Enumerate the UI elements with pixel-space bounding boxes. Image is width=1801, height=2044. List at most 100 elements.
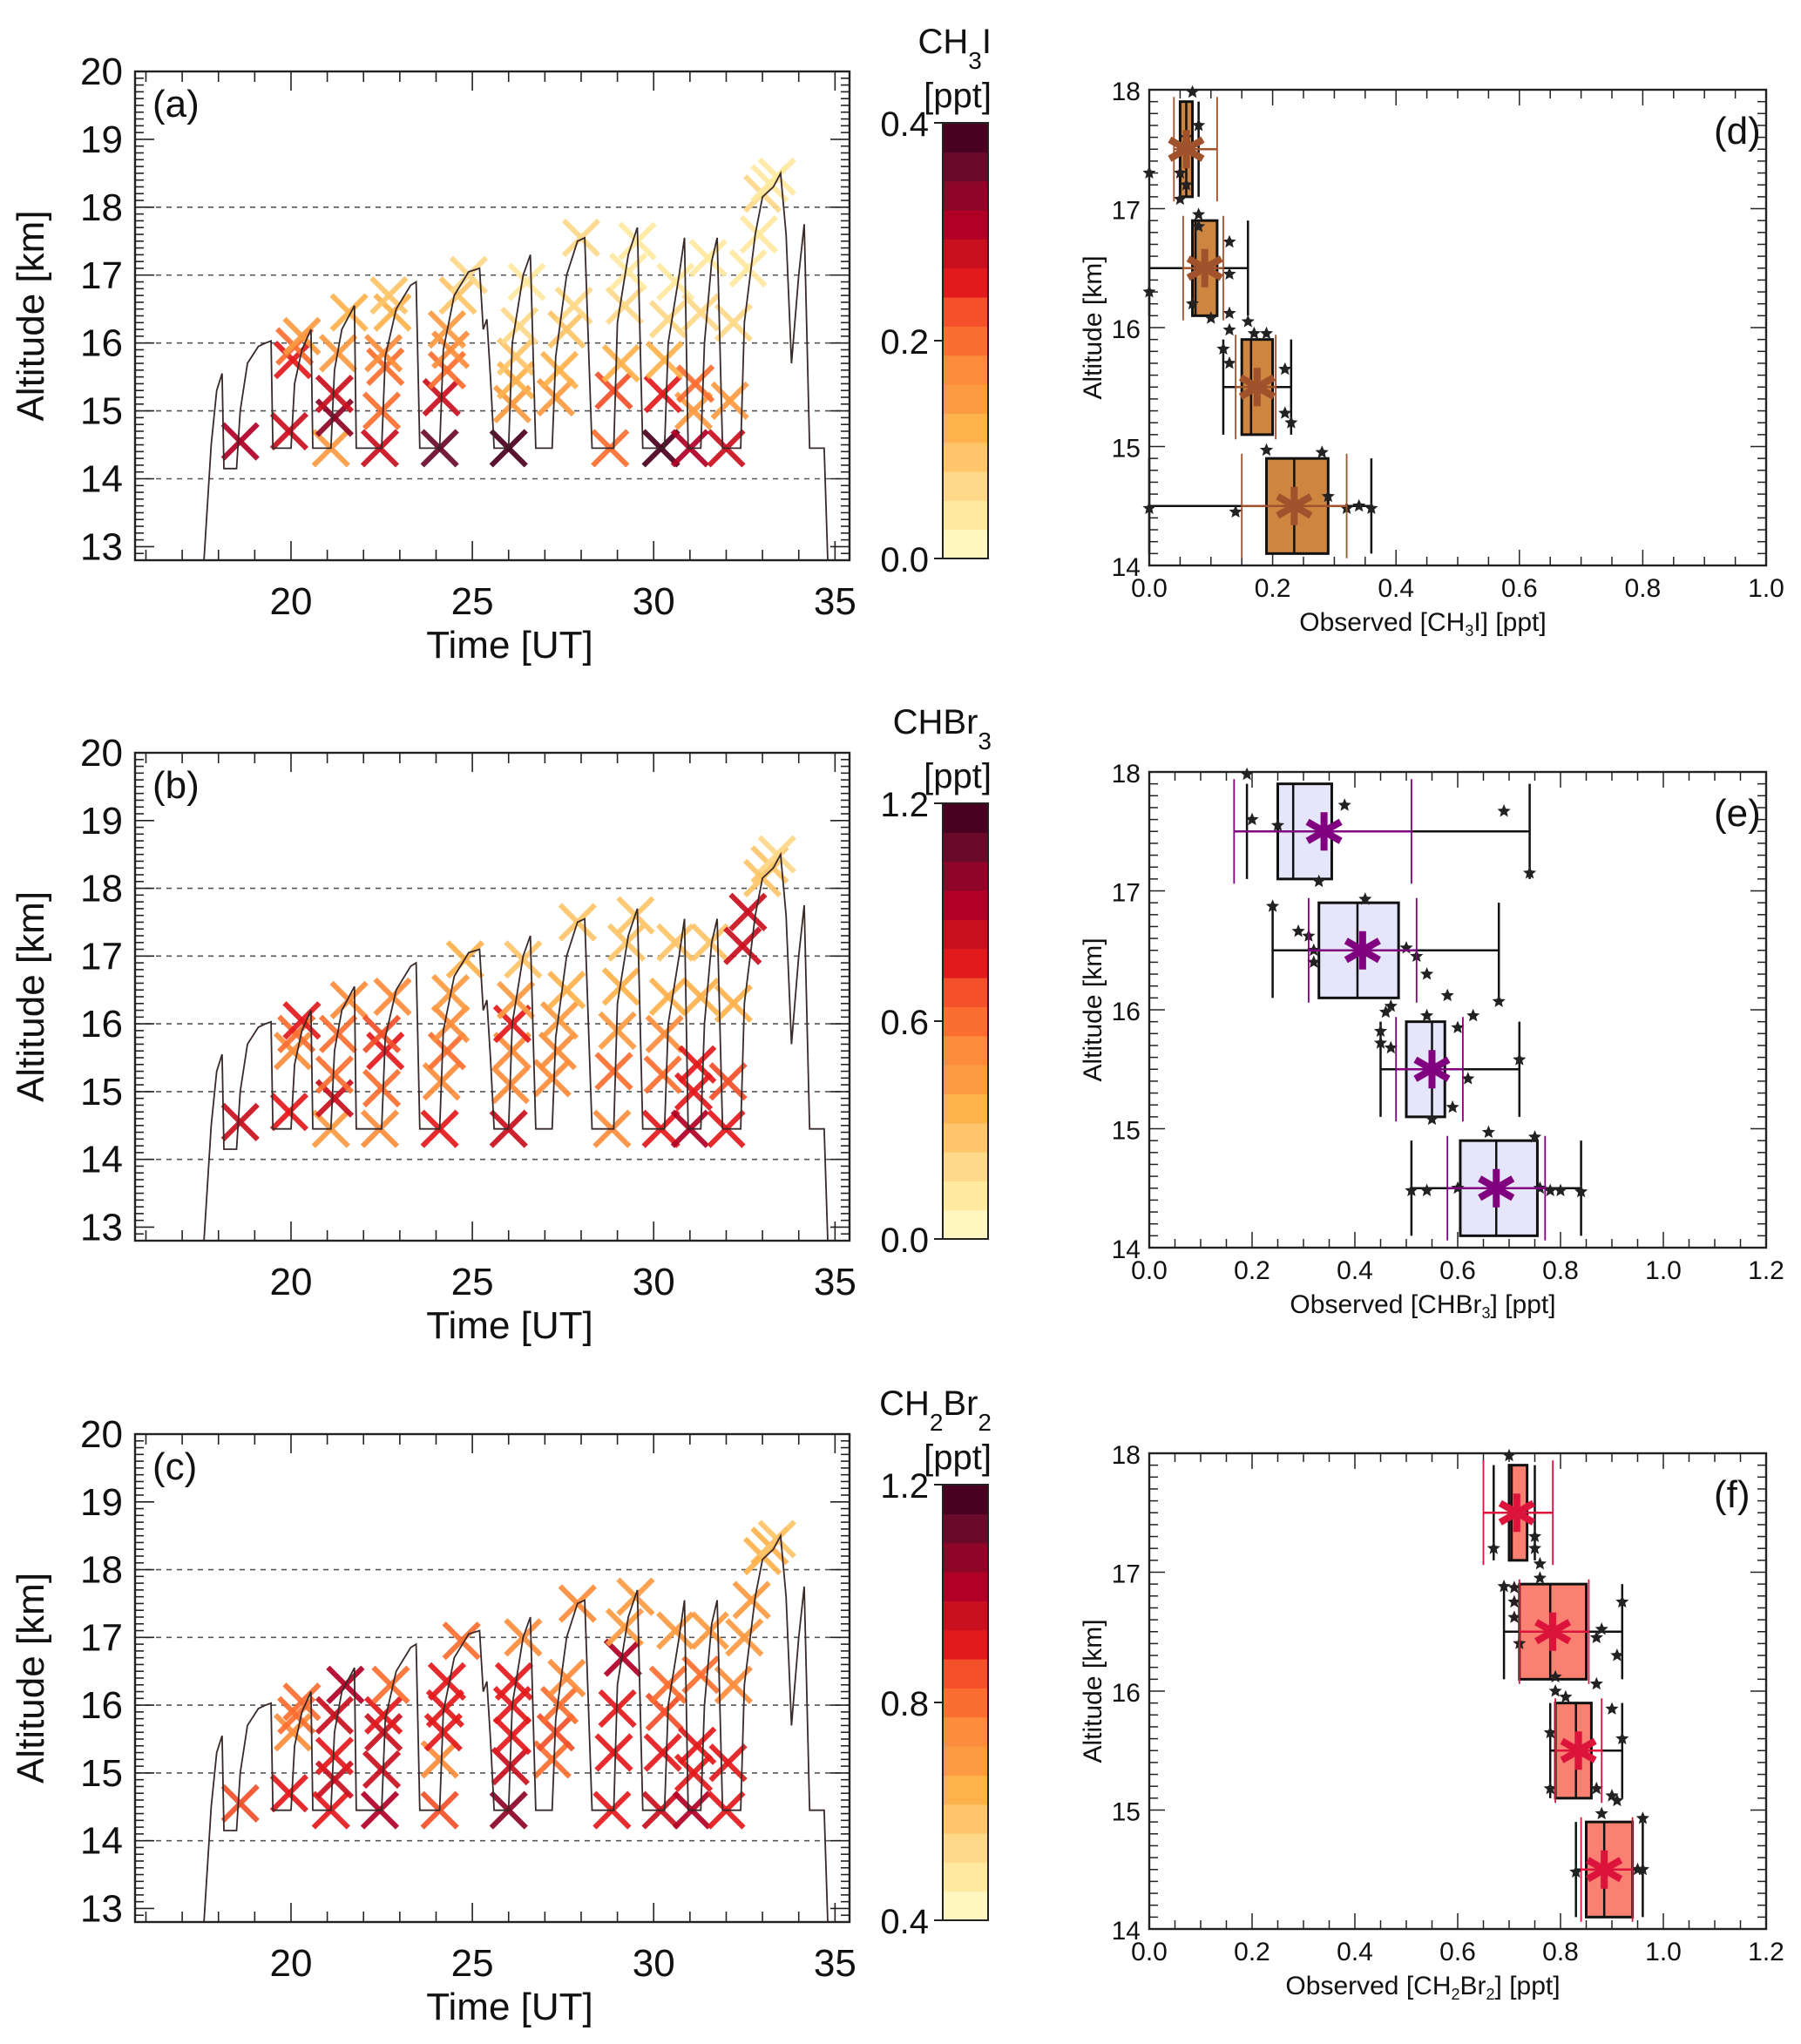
data-marker-x bbox=[282, 1001, 322, 1040]
x-tick-label: 30 bbox=[633, 580, 675, 623]
data-point-star bbox=[1186, 296, 1200, 310]
y-tick-label: 18 bbox=[1112, 760, 1141, 788]
panel-label: (b) bbox=[152, 764, 200, 807]
marker-stroke bbox=[554, 286, 593, 325]
data-point-star bbox=[1533, 1556, 1547, 1570]
data-marker-x bbox=[362, 1068, 402, 1108]
colorbar-tick-label: 0.0 bbox=[880, 1222, 929, 1260]
marker-stroke bbox=[648, 977, 687, 1017]
marker-stroke bbox=[269, 411, 309, 451]
data-point-star bbox=[1610, 1648, 1624, 1662]
data-point-star bbox=[1497, 804, 1511, 817]
data-point-star bbox=[1533, 1571, 1547, 1584]
colorbar-segment bbox=[943, 1181, 988, 1196]
y-axis-title: Altitude [km] bbox=[10, 210, 52, 421]
data-point-star bbox=[1461, 1072, 1475, 1085]
data-marker-x bbox=[688, 239, 728, 278]
data-point-star bbox=[1466, 1008, 1480, 1022]
x-tick-label: 0.2 bbox=[1234, 1256, 1270, 1285]
marker-stroke bbox=[373, 977, 412, 1017]
data-point-star bbox=[1497, 1579, 1511, 1593]
x-axis-title: Time [UT] bbox=[426, 1986, 592, 2028]
x-axis-title: Observed [CH2Br2] [ppt] bbox=[1285, 1972, 1560, 2003]
marker-stroke bbox=[362, 391, 402, 430]
data-point-star bbox=[1523, 866, 1537, 879]
x-tick-label: 1.2 bbox=[1748, 1256, 1784, 1285]
x-axis-title: Observed [CH3I] [ppt] bbox=[1299, 608, 1546, 640]
marker-stroke bbox=[603, 1638, 642, 1677]
marker-stroke bbox=[449, 255, 489, 294]
data-point-star bbox=[1222, 356, 1236, 369]
colorbar-segment bbox=[943, 282, 988, 298]
data-point-star bbox=[1352, 498, 1366, 512]
marker-stroke bbox=[725, 1618, 764, 1657]
mean-asterisk-arm bbox=[1276, 493, 1313, 519]
data-marker-x bbox=[364, 1713, 403, 1752]
x-tick-label: 0.2 bbox=[1234, 1938, 1270, 1966]
colorbar-segment bbox=[943, 210, 988, 226]
y-tick-label: 16 bbox=[80, 1003, 123, 1046]
marker-stroke bbox=[220, 1783, 260, 1824]
colorbar-segment bbox=[943, 1224, 988, 1240]
colorbar-segment bbox=[943, 1702, 988, 1718]
data-marker-x bbox=[605, 286, 645, 325]
y-tick-label: 18 bbox=[1112, 78, 1141, 106]
y-tick-label: 14 bbox=[80, 458, 123, 501]
y-tick-label: 13 bbox=[80, 1887, 123, 1930]
x-tick-label: 0.8 bbox=[1625, 574, 1662, 603]
marker-stroke bbox=[532, 1740, 572, 1779]
data-marker-x bbox=[492, 1716, 532, 1756]
marker-stroke bbox=[492, 1716, 532, 1756]
colorbar-segment bbox=[943, 326, 988, 342]
colorbar-segment bbox=[943, 500, 988, 516]
panel-label: (a) bbox=[152, 83, 200, 125]
plot-frame bbox=[133, 70, 851, 562]
colorbar-segment bbox=[943, 1629, 988, 1645]
marker-stroke bbox=[442, 1621, 481, 1661]
marker-stroke bbox=[547, 971, 586, 1010]
data-point-star bbox=[1186, 85, 1200, 98]
flight-track-line bbox=[203, 851, 829, 1242]
x-tick-label: 30 bbox=[633, 1942, 675, 1985]
y-tick-label: 19 bbox=[80, 1481, 123, 1524]
marker-stroke bbox=[362, 1068, 402, 1108]
colorbar-segment bbox=[943, 137, 988, 152]
colorbar-segment bbox=[943, 529, 988, 545]
colorbar-segment bbox=[943, 890, 988, 906]
colorbar-segment bbox=[943, 413, 988, 429]
x-tick-label: 0.0 bbox=[1131, 1938, 1168, 1966]
panel-label: (d) bbox=[1714, 110, 1761, 152]
y-tick-label: 18 bbox=[80, 1549, 123, 1592]
marker-stroke bbox=[681, 977, 721, 1017]
y-tick-label: 16 bbox=[80, 1684, 123, 1727]
data-point-star bbox=[1315, 445, 1329, 458]
y-tick-label: 15 bbox=[1112, 435, 1141, 464]
x-tick-label: 25 bbox=[451, 1942, 494, 1985]
plot-frame bbox=[1148, 770, 1768, 1249]
marker-stroke bbox=[708, 1743, 748, 1783]
colorbar-segment bbox=[943, 355, 988, 370]
y-tick-label: 17 bbox=[1112, 197, 1141, 226]
data-marker-x bbox=[554, 286, 593, 325]
colorbar-segment bbox=[943, 1688, 988, 1703]
colorbar-segment bbox=[943, 1804, 988, 1819]
data-point-star bbox=[1507, 1580, 1521, 1594]
data-marker-x bbox=[282, 316, 322, 355]
x-tick-label: 1.0 bbox=[1645, 1256, 1682, 1285]
data-point-star bbox=[1451, 1020, 1465, 1033]
data-marker-x bbox=[605, 1607, 645, 1647]
data-point-star bbox=[1364, 501, 1378, 514]
marker-stroke bbox=[373, 293, 412, 332]
y-axis-title: Altitude [km] bbox=[1079, 255, 1107, 399]
data-point-star bbox=[1481, 1125, 1495, 1139]
data-marker-x bbox=[681, 1655, 721, 1695]
marker-stroke bbox=[494, 1662, 534, 1702]
colorbar-segment bbox=[943, 1166, 988, 1181]
y-tick-label: 15 bbox=[80, 1071, 123, 1113]
colorbar-segment bbox=[943, 1137, 988, 1153]
marker-stroke bbox=[277, 1695, 316, 1735]
data-point-star bbox=[1278, 406, 1292, 419]
colorbar-segment bbox=[943, 1195, 988, 1211]
marker-stroke bbox=[675, 364, 715, 403]
data-point-star bbox=[1241, 315, 1255, 328]
